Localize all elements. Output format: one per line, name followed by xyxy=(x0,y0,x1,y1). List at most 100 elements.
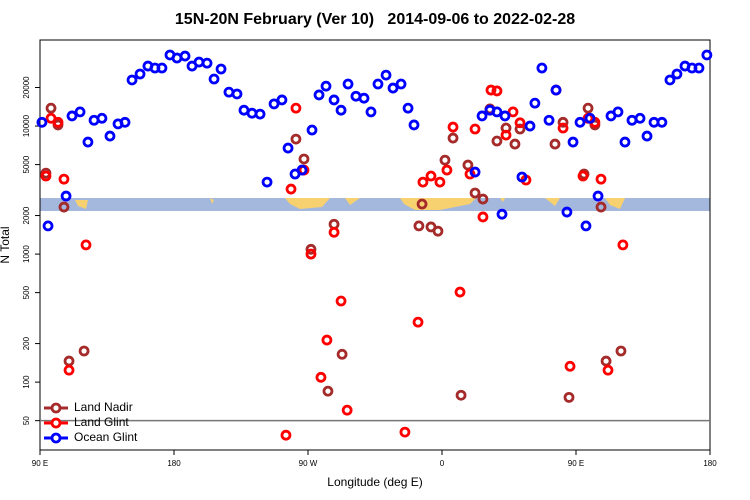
point xyxy=(52,116,64,128)
point xyxy=(320,80,332,92)
point xyxy=(536,62,548,74)
point xyxy=(254,108,266,120)
point xyxy=(276,94,288,106)
point xyxy=(701,49,713,61)
legend-label: Land Nadir xyxy=(74,400,133,414)
point xyxy=(529,97,541,109)
point xyxy=(80,239,92,251)
legend-marker xyxy=(50,417,62,429)
point xyxy=(619,136,631,148)
legend-label: Land Glint xyxy=(74,415,129,429)
x-tick-label: 90 W xyxy=(299,459,318,468)
point xyxy=(500,129,512,141)
point xyxy=(179,50,191,62)
y-tick-label: 10000 xyxy=(22,114,31,137)
point xyxy=(412,316,424,328)
point xyxy=(58,201,70,213)
point xyxy=(595,173,607,185)
y-axis-label: N Total xyxy=(0,226,12,263)
point xyxy=(126,74,138,86)
point xyxy=(82,136,94,148)
point xyxy=(656,116,668,128)
x-axis-label: Longitude (deg E) xyxy=(327,475,422,489)
point xyxy=(78,345,90,357)
point xyxy=(549,138,561,150)
point xyxy=(413,220,425,232)
point xyxy=(104,130,116,142)
point xyxy=(408,119,420,131)
point xyxy=(477,211,489,223)
legend-label: Ocean Glint xyxy=(74,430,138,444)
point xyxy=(499,110,511,122)
legend-marker xyxy=(50,432,62,444)
point xyxy=(462,159,474,171)
point xyxy=(387,82,399,94)
y-tick-label: 5000 xyxy=(22,155,31,173)
point xyxy=(455,389,467,401)
point xyxy=(305,243,317,255)
x-tick-label: 180 xyxy=(167,459,181,468)
y-tick-label: 50 xyxy=(22,416,31,425)
point xyxy=(439,154,451,166)
plot-frame xyxy=(39,39,711,451)
point xyxy=(491,135,503,147)
point xyxy=(322,385,334,397)
point xyxy=(280,429,292,441)
point xyxy=(664,74,676,86)
y-tick-label: 20000 xyxy=(22,76,31,99)
point xyxy=(469,187,481,199)
point xyxy=(595,201,607,213)
x-tick-label: 90 E xyxy=(568,459,584,468)
point xyxy=(402,102,414,114)
point xyxy=(201,57,213,69)
point xyxy=(634,112,646,124)
point xyxy=(491,85,503,97)
point xyxy=(441,164,453,176)
point xyxy=(380,69,392,81)
y-tick-label: 1000 xyxy=(22,245,31,263)
point xyxy=(507,106,519,118)
point xyxy=(469,166,481,178)
point xyxy=(335,104,347,116)
point xyxy=(416,198,428,210)
point xyxy=(298,153,310,165)
point xyxy=(399,426,411,438)
map-strip xyxy=(40,198,710,211)
point xyxy=(514,123,526,135)
point xyxy=(693,62,705,74)
point xyxy=(36,116,48,128)
point xyxy=(63,355,75,367)
point xyxy=(509,138,521,150)
point xyxy=(600,355,612,367)
legend-marker xyxy=(50,402,62,414)
point xyxy=(592,190,604,202)
point xyxy=(336,348,348,360)
y-tick-label: 100 xyxy=(22,375,31,389)
chart-title: 15N-20N February (Ver 10) 2014-09-06 to … xyxy=(175,11,575,28)
point xyxy=(40,170,52,182)
point xyxy=(417,176,429,188)
point xyxy=(641,130,653,142)
point xyxy=(315,371,327,383)
point xyxy=(119,116,131,128)
x-tick-label: 90 E xyxy=(32,459,48,468)
point xyxy=(454,286,466,298)
point xyxy=(156,62,168,74)
point xyxy=(342,78,354,90)
y-tick-label: 2000 xyxy=(22,206,31,224)
point xyxy=(476,110,488,122)
point xyxy=(365,106,377,118)
point xyxy=(261,176,273,188)
x-tick-label: 180 xyxy=(703,459,717,468)
point xyxy=(580,220,592,232)
point xyxy=(96,112,108,124)
point xyxy=(341,404,353,416)
y-tick-label: 500 xyxy=(22,285,31,299)
point xyxy=(524,120,536,132)
point xyxy=(335,295,347,307)
point xyxy=(485,84,497,96)
point xyxy=(615,345,627,357)
point xyxy=(215,63,227,75)
y-tick-label: 200 xyxy=(22,336,31,350)
point xyxy=(290,102,302,114)
